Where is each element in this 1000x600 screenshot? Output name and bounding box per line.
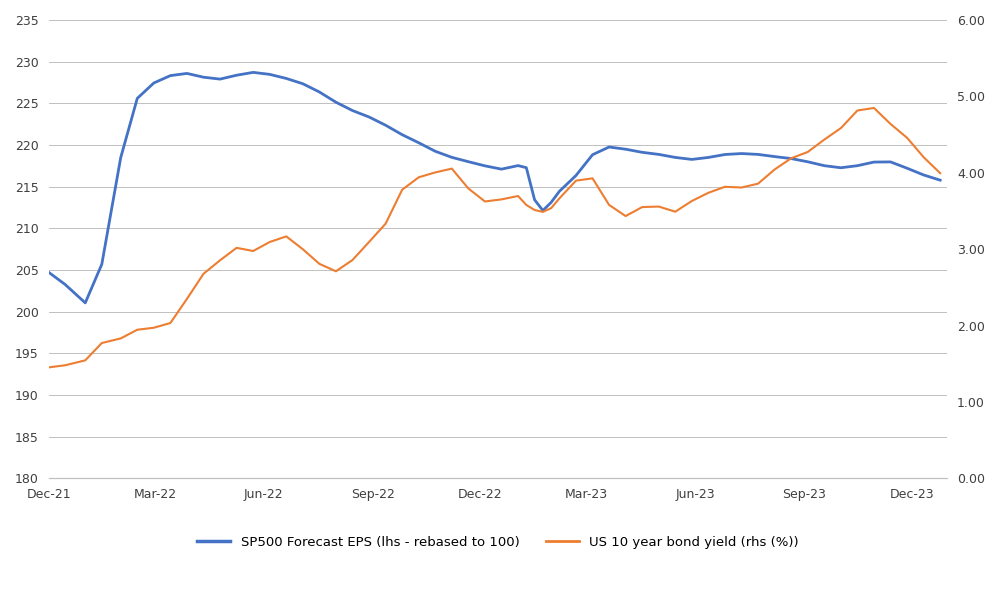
Legend: SP500 Forecast EPS (lhs - rebased to 100), US 10 year bond yield (rhs (%)): SP500 Forecast EPS (lhs - rebased to 100… — [192, 531, 804, 554]
